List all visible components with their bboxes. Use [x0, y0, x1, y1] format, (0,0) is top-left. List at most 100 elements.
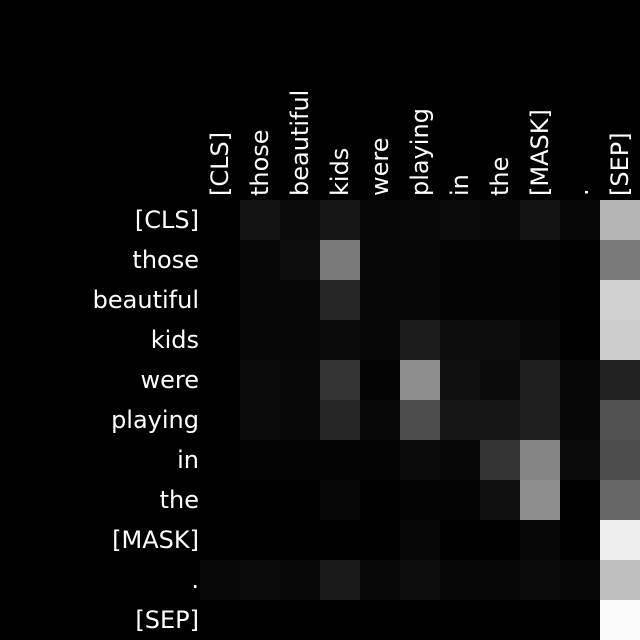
heatmap-cell: [320, 240, 360, 280]
heatmap-cell: [360, 480, 400, 520]
x-tick-label: [SEP]: [606, 132, 634, 196]
heatmap-cell: [200, 280, 240, 320]
heatmap-cell: [200, 360, 240, 400]
heatmap-cell: [600, 480, 640, 520]
heatmap-cell: [520, 480, 560, 520]
heatmap-cell: [600, 400, 640, 440]
heatmap-cell: [520, 440, 560, 480]
heatmap-cell: [400, 480, 440, 520]
heatmap-cell: [560, 440, 600, 480]
heatmap-cell: [400, 440, 440, 480]
heatmap-cell: [520, 320, 560, 360]
heatmap-cell: [200, 600, 240, 640]
heatmap-cell: [440, 520, 480, 560]
heatmap-cell: [560, 520, 600, 560]
heatmap-cell: [520, 560, 560, 600]
x-tick-label: playing: [406, 108, 434, 196]
heatmap-cell: [280, 200, 320, 240]
heatmap-cell: [200, 240, 240, 280]
heatmap-cell: [560, 240, 600, 280]
heatmap-cell: [200, 480, 240, 520]
heatmap-cell: [360, 360, 400, 400]
heatmap-cell: [520, 600, 560, 640]
heatmap-cell: [560, 320, 600, 360]
heatmap-cell: [560, 480, 600, 520]
heatmap-cell: [480, 280, 520, 320]
heatmap-cell: [440, 320, 480, 360]
x-tick-label: in: [446, 174, 474, 196]
heatmap-cell: [480, 440, 520, 480]
heatmap-cell: [400, 320, 440, 360]
heatmap-cell: [320, 440, 360, 480]
x-tick-label: [CLS]: [206, 132, 234, 196]
heatmap-cells: [200, 200, 640, 640]
heatmap-cell: [520, 240, 560, 280]
heatmap-cell: [480, 320, 520, 360]
heatmap-cell: [360, 400, 400, 440]
heatmap-cell: [320, 520, 360, 560]
heatmap-cell: [240, 240, 280, 280]
heatmap-cell: [240, 400, 280, 440]
heatmap-cell: [360, 520, 400, 560]
heatmap-cell: [240, 360, 280, 400]
heatmap-cell: [360, 320, 400, 360]
heatmap-cell: [440, 560, 480, 600]
heatmap-cell: [240, 560, 280, 600]
heatmap-cell: [480, 520, 520, 560]
heatmap-cell: [480, 240, 520, 280]
heatmap-cell: [400, 200, 440, 240]
heatmap-cell: [600, 560, 640, 600]
heatmap-cell: [480, 480, 520, 520]
heatmap-cell: [440, 280, 480, 320]
heatmap-cell: [240, 520, 280, 560]
y-tick-label: .: [191, 566, 199, 594]
heatmap-cell: [600, 200, 640, 240]
heatmap-cell: [240, 320, 280, 360]
heatmap-cell: [400, 360, 440, 400]
heatmap-cell: [520, 200, 560, 240]
heatmap-cell: [440, 480, 480, 520]
heatmap-cell: [600, 320, 640, 360]
heatmap-cell: [280, 520, 320, 560]
heatmap-cell: [600, 280, 640, 320]
heatmap-cell: [280, 440, 320, 480]
heatmap-cell: [600, 520, 640, 560]
heatmap-cell: [520, 520, 560, 560]
heatmap-cell: [200, 400, 240, 440]
heatmap-cell: [440, 440, 480, 480]
y-tick-label: were: [141, 366, 200, 394]
x-tick-label: were: [366, 138, 394, 197]
heatmap-cell: [600, 240, 640, 280]
heatmap-cell: [200, 320, 240, 360]
heatmap-cell: [560, 400, 600, 440]
heatmap-cell: [400, 400, 440, 440]
y-tick-label: those: [132, 246, 199, 274]
heatmap-cell: [520, 400, 560, 440]
heatmap-cell: [400, 280, 440, 320]
heatmap-cell: [200, 440, 240, 480]
heatmap-cell: [280, 280, 320, 320]
heatmap-cell: [280, 320, 320, 360]
heatmap-cell: [520, 360, 560, 400]
heatmap-cell: [520, 280, 560, 320]
heatmap-cell: [360, 280, 400, 320]
x-tick-label: .: [566, 188, 594, 196]
heatmap-cell: [560, 560, 600, 600]
y-tick-label: in: [177, 446, 199, 474]
heatmap-cell: [320, 320, 360, 360]
heatmap-cell: [400, 520, 440, 560]
heatmap-cell: [440, 200, 480, 240]
y-tick-labels: [CLS] those beautiful kids were playing in the […: [93, 206, 199, 634]
heatmap-cell: [320, 280, 360, 320]
x-tick-label: those: [246, 129, 274, 196]
heatmap-cell: [560, 600, 600, 640]
heatmap-cell: [480, 200, 520, 240]
heatmap-cell: [480, 360, 520, 400]
heatmap-cell: [560, 200, 600, 240]
heatmap-cell: [480, 600, 520, 640]
heatmap-cell: [320, 200, 360, 240]
heatmap-cell: [200, 520, 240, 560]
heatmap-cell: [280, 360, 320, 400]
heatmap-cell: [360, 440, 400, 480]
x-tick-labels: [CLS] those beautiful kids were playing in the […: [206, 90, 634, 196]
